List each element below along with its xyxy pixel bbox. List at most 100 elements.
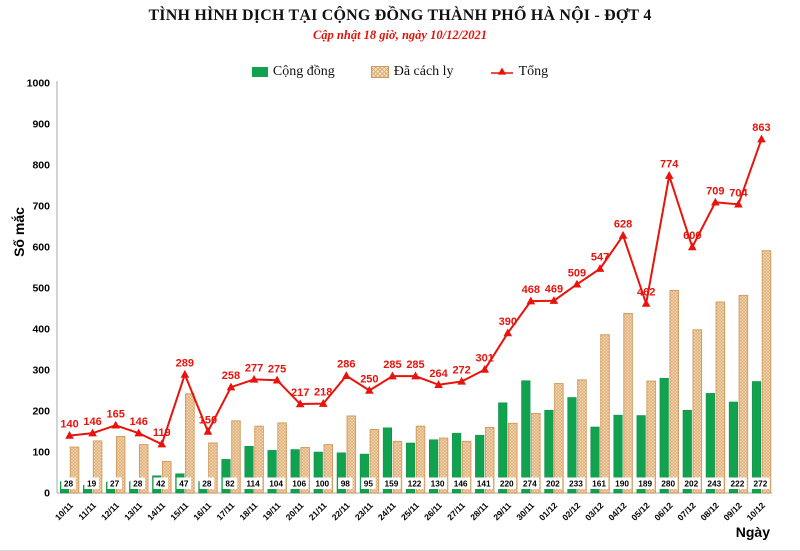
total-marker — [595, 264, 605, 272]
community-value-label: 202 — [546, 479, 560, 489]
bar-da-cach-ly — [231, 420, 241, 494]
total-marker — [411, 371, 420, 380]
community-value-label: 19 — [87, 479, 97, 489]
bar-cong-dong — [313, 451, 323, 494]
bar-cong-dong — [659, 377, 669, 494]
community-value-box — [130, 477, 145, 489]
total-value-label: 709 — [706, 185, 724, 197]
bar-cong-dong — [452, 432, 462, 494]
total-value-label: 462 — [637, 287, 655, 299]
x-tick-label: 14/11 — [145, 500, 167, 522]
x-tick-label: 21/11 — [307, 500, 329, 522]
community-value-box — [153, 477, 169, 489]
bar-da-cach-ly — [392, 440, 403, 494]
total-marker — [180, 369, 190, 378]
x-tick-label: 12/11 — [99, 500, 121, 522]
y-tick-label: 400 — [32, 324, 50, 336]
bar-da-cach-ly — [600, 334, 610, 494]
red-line-marker-icon — [490, 67, 513, 75]
bar-cong-dong — [429, 439, 439, 494]
community-value-label: 222 — [730, 479, 744, 489]
y-tick-label: 1000 — [27, 78, 51, 90]
total-marker — [434, 380, 443, 388]
total-value-label: 285 — [406, 359, 424, 371]
x-tick-label: 26/11 — [422, 500, 444, 522]
community-value-box — [612, 477, 632, 489]
total-marker — [457, 376, 466, 385]
community-value-label: 114 — [246, 479, 260, 489]
bar-cong-dong — [705, 393, 715, 494]
community-value-label: 28 — [133, 479, 143, 489]
x-tick-label: 10/12 — [745, 500, 767, 522]
x-tick-label: 04/12 — [606, 500, 628, 522]
x-tick-label: 18/11 — [238, 500, 260, 522]
total-marker — [480, 364, 489, 373]
community-value-label: 28 — [64, 479, 74, 489]
community-value-box — [705, 477, 724, 489]
total-marker — [65, 431, 74, 439]
total-value-label: 258 — [222, 370, 240, 382]
bar-cong-dong — [336, 452, 346, 494]
legend-label: Cộng đồng — [272, 64, 335, 79]
total-value-label: 250 — [360, 374, 378, 386]
x-tick-label: 28/11 — [468, 500, 490, 522]
x-tick-label: 22/11 — [330, 500, 352, 522]
bar-cong-dong — [359, 453, 369, 494]
total-marker — [295, 399, 305, 408]
total-value-label: 547 — [591, 252, 609, 264]
green-bar-swatch-icon — [251, 67, 268, 77]
x-tick-label: 30/11 — [514, 500, 536, 522]
total-value-label: 509 — [568, 267, 586, 279]
total-value-label: 146 — [130, 416, 148, 428]
community-value-box — [361, 477, 376, 489]
y-tick-label: 600 — [32, 242, 50, 254]
bar-da-cach-ly — [461, 440, 472, 494]
total-marker — [249, 374, 259, 383]
x-tick-label: 01/12 — [537, 500, 559, 522]
x-tick-label: 24/11 — [376, 500, 398, 522]
page-subtitle: Cập nhật 18 giờ, ngày 10/12/2021 — [312, 28, 488, 42]
x-tick-label: 17/11 — [214, 500, 236, 522]
bar-da-cach-ly — [162, 460, 172, 494]
total-value-label: 165 — [106, 408, 124, 420]
bar-da-cach-ly — [277, 422, 287, 494]
community-value-label: 161 — [592, 479, 606, 489]
community-value-box — [751, 477, 770, 489]
community-value-box — [405, 477, 424, 489]
community-value-box — [61, 477, 76, 489]
bar-cong-dong — [728, 401, 738, 494]
total-value-label: 301 — [476, 353, 494, 365]
chart-legend: Cộng đồng Đã cách ly Tổng — [0, 61, 800, 83]
community-value-label: 98 — [341, 479, 351, 489]
bar-da-cach-ly — [369, 429, 380, 494]
total-value-label: 600 — [683, 230, 701, 242]
total-value-label: 217 — [291, 387, 309, 399]
total-value-label: 468 — [522, 284, 540, 296]
community-value-box — [635, 477, 655, 489]
bar-cong-dong — [521, 380, 531, 494]
x-tick-label: 02/12 — [560, 500, 582, 522]
y-tick-label: 300 — [32, 365, 50, 377]
community-value-label: 82 — [225, 479, 235, 489]
y-tick-label: 800 — [32, 160, 50, 172]
x-tick-label: 15/11 — [168, 500, 190, 522]
bar-da-cach-ly — [508, 422, 518, 494]
bar-cong-dong — [244, 446, 254, 494]
total-value-label: 146 — [83, 416, 101, 428]
community-value-label: 104 — [269, 479, 283, 489]
community-value-box — [543, 477, 563, 489]
community-value-label: 202 — [684, 479, 698, 489]
total-marker — [711, 197, 720, 206]
community-value-box — [84, 477, 99, 489]
community-value-box — [520, 477, 540, 489]
x-tick-label: 10/11 — [53, 500, 75, 522]
total-marker — [664, 171, 674, 179]
x-tick-label: 05/12 — [629, 500, 651, 522]
total-marker — [365, 385, 374, 394]
community-value-box — [589, 477, 609, 489]
community-value-label: 95 — [364, 479, 374, 489]
bar-da-cach-ly — [692, 329, 703, 494]
total-value-label: 272 — [452, 364, 470, 376]
bar-cong-dong — [267, 450, 277, 494]
